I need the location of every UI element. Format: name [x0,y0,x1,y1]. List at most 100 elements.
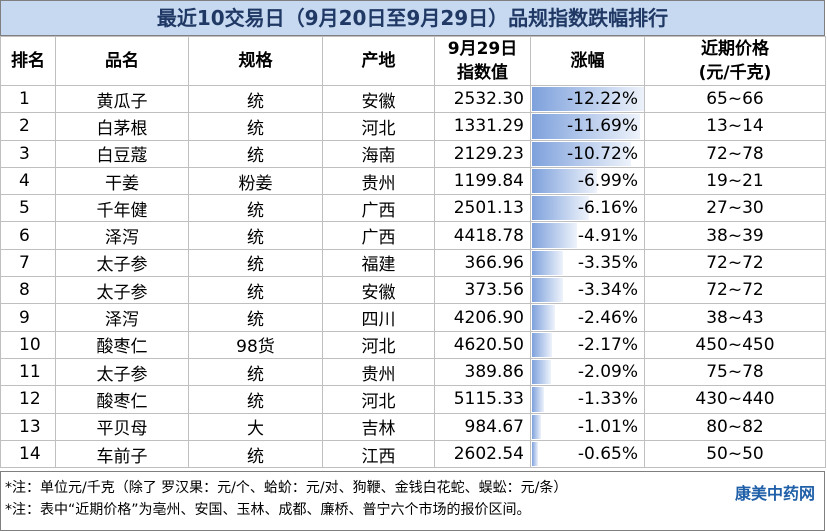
data-bar [532,168,597,194]
note: *注：单位元/千克（除了 罗汉果：元/个、蛤蚧：元/对、狗鞭、金钱白花蛇、蜈蚣：… [5,480,568,496]
data-bar [532,414,542,439]
data-row: 2 白茅根统河北 1331.29 -11.69% 13~14 [0,112,826,141]
data-row: 1 黄瓜子统安徽 2532.30 -12.22% 65~66 [0,84,826,114]
column-header: 9月29日 指数值 [434,36,531,86]
data-row: 5 千年健统广西 2501.13 -6.16% 27~30 [0,194,826,223]
header-row: 排名 品名 规格 产地 9月29日 指数值 涨幅 近期价格 (元/千克) [0,36,826,86]
cell: 泽泻 [55,303,189,332]
change-value: -12.22% [567,89,638,110]
cell: 72~72 [644,248,826,278]
cell: 安徽 [322,276,435,305]
cell: 江西 [322,439,435,469]
cell: 平贝母 [55,412,189,441]
cell: 福建 [322,248,435,278]
change-value: -2.46% [577,307,638,328]
data-bar [532,278,563,303]
cell: 千年健 [55,194,189,223]
data-bar [532,141,632,166]
change-value: -6.99% [577,171,638,192]
change-value: -2.09% [577,362,638,383]
change-value: -3.35% [577,252,638,273]
cell: 酸枣仁 [55,330,189,359]
cell: 65~66 [644,84,826,114]
cell: 统 [188,357,323,387]
cell: 黄瓜子 [55,84,189,114]
cell: 泽泻 [55,221,189,250]
cell: 广西 [322,221,435,250]
change-value: -3.34% [577,280,638,301]
cell: 2532.30 [434,84,531,114]
cell: 太子参 [55,248,189,278]
cell: 38~39 [644,221,826,250]
change-cell: -2.46% [530,303,645,332]
column-header: 产地 [322,36,435,86]
data-bar [532,441,538,467]
cell: 5115.33 [434,385,531,414]
change-cell: -3.34% [530,276,645,305]
cell: 5 [0,194,56,223]
cell: 7 [0,248,56,278]
cell: 大 [188,412,323,441]
cell: 白豆蔻 [55,139,189,168]
cell: 河北 [322,330,435,359]
cell: 366.96 [434,248,531,278]
cell: 72~78 [644,139,826,168]
column-header: 品名 [55,36,189,86]
data-row: 3 白豆蔻统海南 2129.23 -10.72% 72~78 [0,139,826,168]
change-cell: -1.01% [530,412,645,441]
cell: 统 [188,84,323,114]
ranking-table: 排名 品名 规格 产地 9月29日 指数值 涨幅 近期价格 (元/千克) 1 黄瓜子统安徽 25… [0,36,826,469]
data-bar [532,332,553,357]
cell: 1331.29 [434,112,531,141]
change-value: -1.33% [577,389,638,410]
cell: 12 [0,385,56,414]
cell: 1199.84 [434,166,531,196]
notes: *注：单位元/千克（除了 罗汉果：元/个、蛤蚧：元/对、狗鞭、金钱白花蛇、蜈蚣：… [0,471,825,531]
cell: 4206.90 [434,303,531,332]
data-bar [532,250,563,276]
cell: 统 [188,139,323,168]
cell: 50~50 [644,439,826,469]
change-cell: -0.65% [530,439,645,469]
data-row: 10 酸枣仁 98货 河北 4620.50 -2.17% 450~450 [0,330,826,359]
data-bar [532,359,552,385]
cell: 2501.13 [434,194,531,223]
cell: 10 [0,330,56,359]
cell: 统 [188,385,323,414]
cell: 酸枣仁 [55,385,189,414]
data-row: 11 太子参统贵州 389.86 -2.09% 75~78 [0,357,826,387]
cell: 统 [188,303,323,332]
data-bar [532,223,578,248]
change-cell: -2.09% [530,357,645,387]
cell: 75~78 [644,357,826,387]
change-cell: -2.17% [530,330,645,359]
cell: 安徽 [322,84,435,114]
cell: 389.86 [434,357,531,387]
cell: 450~450 [644,330,826,359]
cell: 广西 [322,194,435,223]
cell: 2 [0,112,56,141]
cell: 四川 [322,303,435,332]
column-header: 近期价格 (元/千克) [644,36,826,86]
data-row: 12 酸枣仁统河北 5115.33 -1.33% 430~440 [0,385,826,414]
cell: 6 [0,221,56,250]
data-bar [532,114,641,139]
data-row: 9 泽泻统四川 4206.90 -2.46% 38~43 [0,303,826,332]
data-bar [532,387,545,412]
cell: 白茅根 [55,112,189,141]
cell: 统 [188,248,323,278]
cell: 9 [0,303,56,332]
cell: 统 [188,221,323,250]
change-value: -6.16% [577,198,638,219]
cell: 4 [0,166,56,196]
cell: 1 [0,84,56,114]
change-cell: -10.72% [530,139,645,168]
cell: 太子参 [55,357,189,387]
cell: 贵州 [322,357,435,387]
data-bar [532,196,589,221]
cell: 贵州 [322,166,435,196]
change-cell: -11.69% [530,112,645,141]
cell: 粉姜 [188,166,323,196]
cell: 干姜 [55,166,189,196]
